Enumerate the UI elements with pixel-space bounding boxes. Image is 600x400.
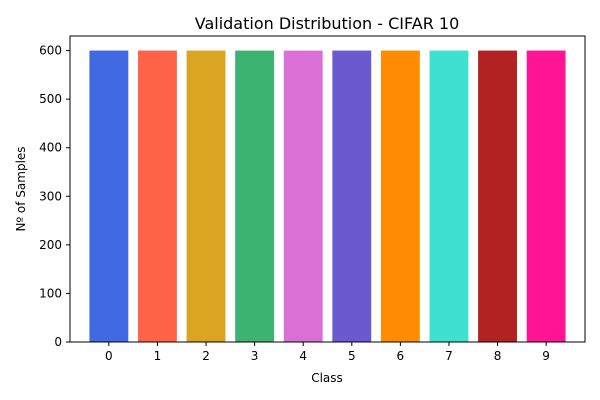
x-tick-label: 9: [542, 349, 550, 363]
bar-class-2: [186, 50, 226, 342]
bar-class-1: [138, 50, 177, 342]
plot-area: [89, 50, 566, 342]
x-tick-label: 1: [154, 349, 162, 363]
x-tick-label: 0: [105, 349, 113, 363]
bar-class-6: [380, 50, 420, 342]
y-tick-label: 200: [39, 238, 62, 252]
bar-class-9: [526, 50, 566, 342]
bar-class-7: [429, 50, 469, 342]
x-axis: 0 1 2 3 4 5 6 7 8 9: [105, 342, 550, 363]
bar-class-5: [332, 50, 372, 342]
x-tick-label: 5: [348, 349, 356, 363]
x-tick-label: 3: [251, 349, 259, 363]
bar-class-0: [89, 50, 129, 342]
axes-frame: [69, 35, 586, 343]
x-tick-label: 7: [445, 349, 453, 363]
x-tick-label: 4: [299, 349, 307, 363]
y-tick-label: 500: [39, 92, 62, 106]
x-tick-label: 2: [202, 349, 210, 363]
chart-title: Validation Distribution - CIFAR 10: [195, 14, 460, 33]
y-tick-label: 0: [54, 335, 62, 349]
x-axis-label: Class: [311, 371, 343, 385]
y-axis-label: Nº of Samples: [14, 146, 28, 231]
x-tick-label: 6: [397, 349, 405, 363]
y-axis: 0 100 200 300 400 500 600: [39, 44, 70, 349]
y-tick-label: 300: [39, 189, 62, 203]
x-tick-label: 8: [494, 349, 502, 363]
y-tick-label: 600: [39, 44, 62, 58]
y-tick-label: 100: [39, 286, 62, 300]
bar-class-4: [283, 50, 323, 342]
bar-class-3: [235, 50, 275, 342]
y-tick-label: 400: [39, 141, 62, 155]
bar-class-8: [478, 50, 517, 342]
